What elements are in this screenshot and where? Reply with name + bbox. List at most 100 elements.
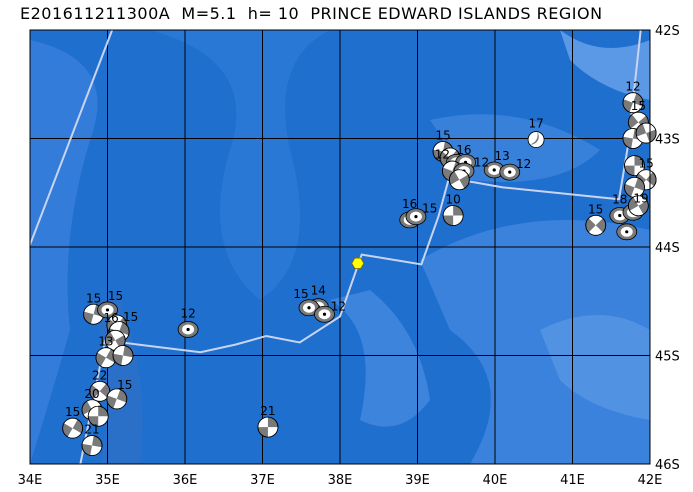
depth-label: 12 (474, 155, 489, 169)
beachball-outline (62, 417, 84, 439)
beachball-dilatation (623, 92, 643, 113)
depth-label: 15 (588, 202, 603, 216)
depth-label: 12 (625, 80, 640, 94)
beachball-dilatation (624, 155, 645, 176)
lat-tick-label: 46S (655, 458, 680, 473)
depth-label: 12 (180, 307, 195, 321)
lon-tick-label: 41E (560, 473, 585, 488)
beachball-dilatation (636, 123, 656, 144)
focal-mechanisms (62, 92, 657, 456)
depth-label: 15 (86, 291, 101, 305)
beachball-p-axis (322, 312, 327, 316)
depth-label: 15 (435, 129, 450, 143)
focal-mechanism-beachball (624, 155, 645, 177)
focal-mechanism-beachball (87, 405, 109, 427)
beachball-dilatation (257, 417, 278, 438)
depth-label: 15 (108, 289, 123, 303)
beachball-outline (622, 92, 644, 114)
depth-label: 21 (84, 423, 99, 437)
beachball-outline (627, 195, 649, 217)
beachball-outline (448, 169, 470, 191)
depth-label: 15 (123, 310, 138, 324)
depth-label: 19 (633, 191, 648, 205)
beachball-dilatation (625, 177, 644, 198)
beachball-outline (257, 416, 279, 438)
beachball-p-axis (307, 306, 311, 310)
depth-label: 13 (98, 335, 113, 349)
lat-tick-label: 43S (655, 133, 680, 148)
depth-label: 15 (65, 405, 80, 419)
depth-label: 15 (117, 378, 132, 392)
beachball-dilatation (63, 418, 82, 439)
focal-mechanism-beachball (627, 195, 649, 217)
focal-mechanism-beachball (81, 435, 103, 456)
focal-mechanism-beachball (62, 417, 84, 439)
epicenter-marker (351, 257, 365, 269)
focal-mechanism-beachball (483, 161, 505, 179)
beachball-dilatation (82, 435, 102, 456)
depth-label: 12 (516, 157, 531, 171)
focal-mechanism-beachball (527, 131, 545, 148)
lat-tick-label: 42S (655, 24, 680, 39)
plate-boundary-line (30, 30, 114, 246)
focal-mechanism-beachball (585, 214, 607, 236)
depth-label: 20 (84, 387, 99, 401)
beachball-dilatation (88, 406, 109, 427)
lon-tick-label: 38E (328, 473, 353, 488)
map-title: E201611211300A M=5.1 h= 10 PRINCE EDWARD… (20, 4, 603, 23)
axis-labels: 34E 35E 36E 37E 38E 39E 40E 41E 42E 42S 43S 44S 45S 4… (18, 24, 680, 488)
beachball-p-axis (492, 168, 496, 172)
beachball-dilatation (113, 345, 133, 366)
beachball-p-axis (414, 215, 418, 219)
focal-mechanism-beachball (177, 321, 199, 338)
beachball-dilatation (450, 169, 469, 190)
depth-label: 17 (528, 117, 543, 131)
depth-label: 15 (638, 157, 653, 171)
beachball-dilatation (629, 195, 648, 216)
plate-boundaries (30, 30, 642, 464)
beachball-dilatation (527, 131, 545, 148)
beachball-outline (112, 345, 134, 366)
plate-boundary-line (79, 30, 642, 464)
depth-label: 10 (446, 193, 461, 207)
depth-label: 16 (456, 143, 471, 157)
focal-mechanism-beachball (616, 223, 638, 241)
depth-label: 15 (422, 202, 437, 216)
focal-mechanism-beachball (635, 122, 657, 144)
focal-mechanism-beachball (257, 416, 279, 438)
beachball-outline (81, 435, 103, 456)
lat-tick-label: 45S (655, 350, 680, 365)
depth-label: 16 (103, 311, 118, 325)
beachball-compression (529, 131, 539, 145)
beachball-p-axis (508, 170, 512, 174)
focal-mechanism-beachball (106, 388, 128, 410)
depth-label: 15 (293, 287, 308, 301)
beachball-dilatation (443, 205, 464, 226)
beachball-dilatation (106, 330, 124, 351)
beachball-dilatation (97, 347, 115, 368)
focal-mechanism-beachball (442, 205, 464, 226)
focal-mechanism-beachball (97, 301, 118, 319)
depth-label: 22 (92, 368, 107, 382)
beachball-outline (635, 122, 657, 144)
lon-tick-label: 35E (95, 473, 120, 488)
focal-mechanism-beachball (314, 305, 335, 323)
lon-tick-label: 36E (173, 473, 198, 488)
lat-tick-label: 44S (655, 241, 680, 256)
beachball-p-axis (625, 230, 629, 234)
lon-tick-label: 42E (638, 473, 663, 488)
beachball-dilatation (83, 304, 104, 325)
beachball-outline (624, 155, 645, 177)
depth-label: 13 (495, 149, 510, 163)
focal-mechanism-beachball (499, 163, 521, 181)
beachball-outline (106, 388, 128, 410)
depth-label: 16 (402, 197, 417, 211)
depth-label: 12 (331, 299, 346, 313)
beachball-dilatation (107, 388, 127, 409)
lon-tick-label: 34E (18, 473, 43, 488)
depth-label: 12 (435, 147, 450, 161)
lon-tick-label: 39E (405, 473, 430, 488)
focal-mechanism-beachball (112, 345, 134, 366)
